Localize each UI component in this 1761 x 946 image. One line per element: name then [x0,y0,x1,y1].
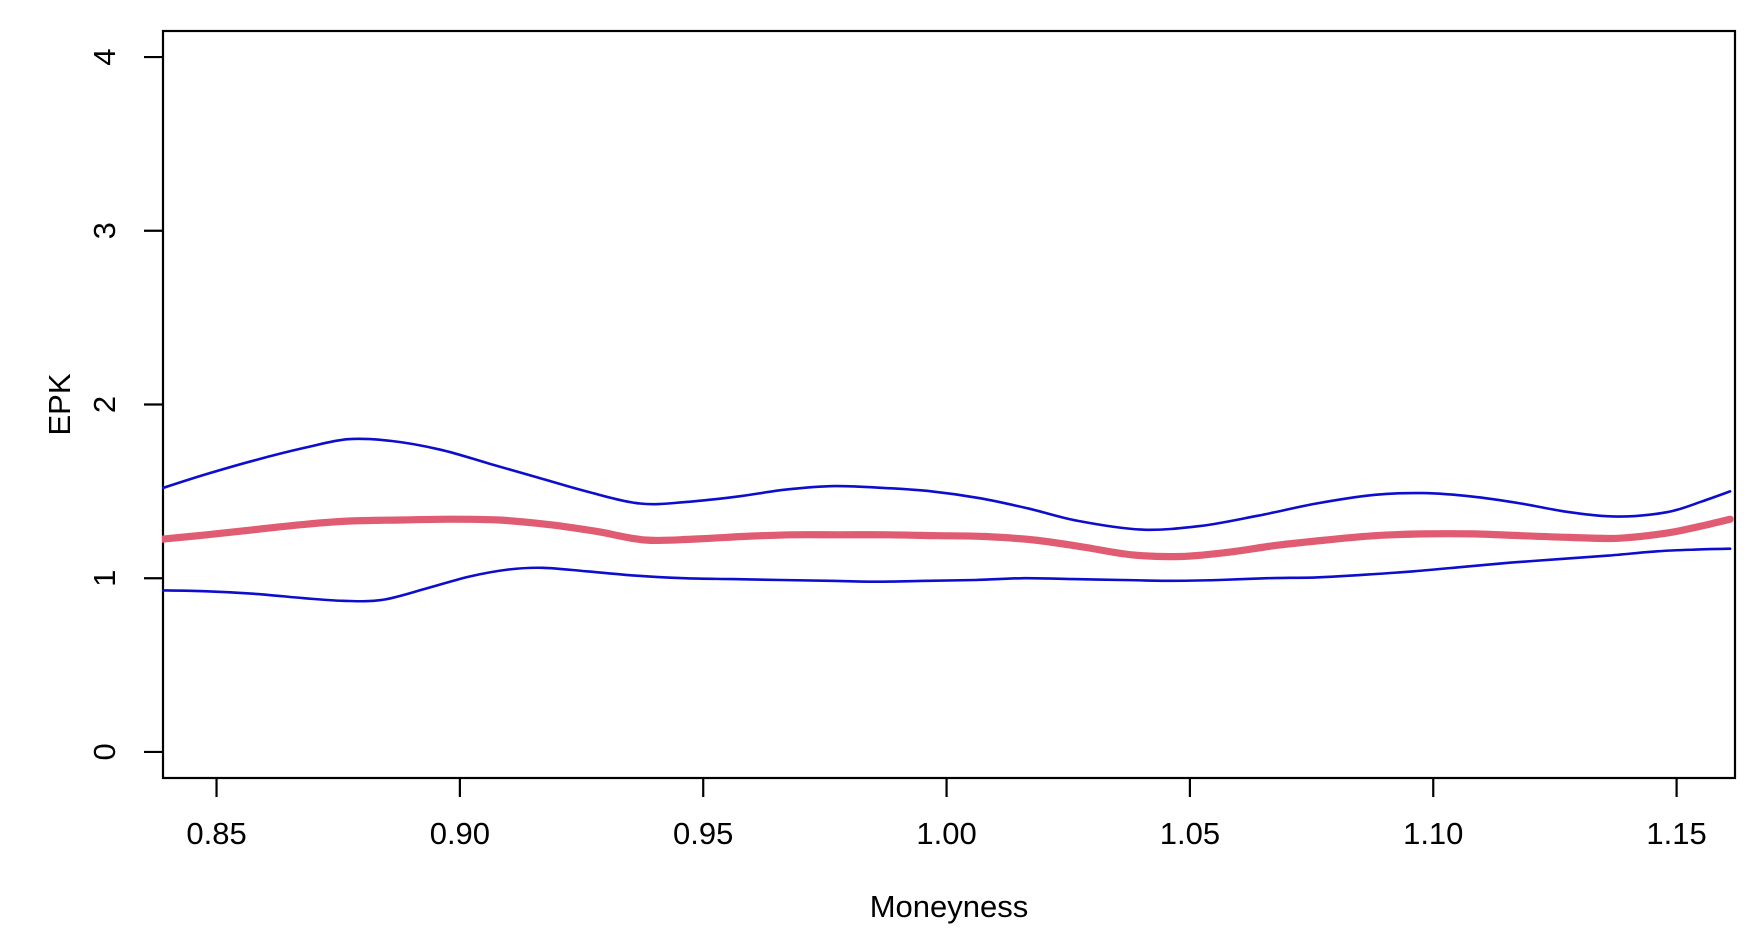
epk-estimate-line [162,515,1734,561]
y-axis-title: EPK [42,373,77,435]
upper-confidence-band-line [162,437,1732,532]
y-tick-label: 0 [87,743,122,760]
plot-box [161,29,1737,780]
x-axis: 0.85 0.90 0.95 1.00 1.05 1.10 1.15 [186,778,1707,851]
y-tick-label: 2 [87,396,122,413]
y-tick-label: 4 [87,48,122,65]
x-tick-label: 1.10 [1403,816,1463,851]
x-tick-label: 1.00 [916,816,976,851]
x-tick-label: 1.05 [1160,816,1220,851]
lower-confidence-band-line [162,547,1732,603]
y-axis: 0 1 2 3 4 [87,48,163,761]
y-tick-label: 1 [87,570,122,587]
series-group [162,437,1734,603]
y-tick-label: 3 [87,222,122,239]
x-axis-title: Moneyness [870,889,1029,924]
x-tick-label: 0.95 [673,816,733,851]
x-tick-label: 0.90 [430,816,490,851]
x-tick-label: 0.85 [186,816,246,851]
x-tick-label: 1.15 [1646,816,1706,851]
